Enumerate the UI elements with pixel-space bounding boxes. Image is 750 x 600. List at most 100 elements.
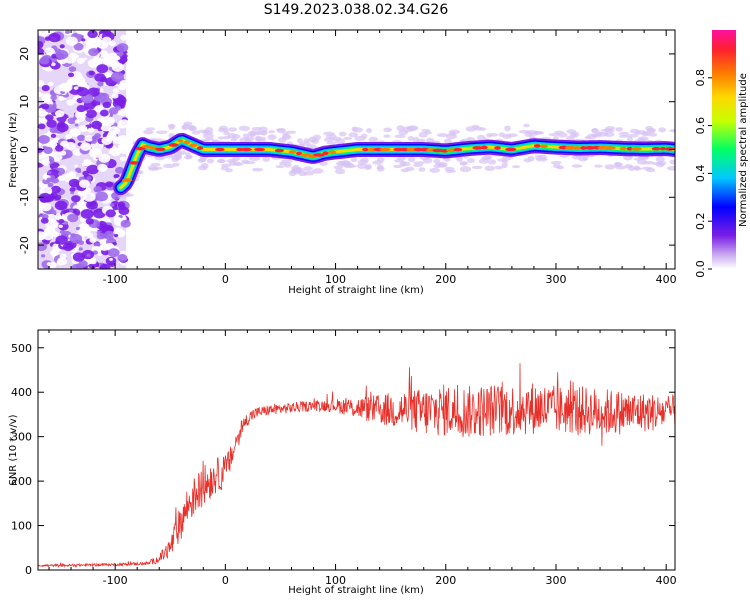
ridge-halo [655, 156, 666, 163]
ridge-halo [618, 134, 629, 138]
noise-blob [49, 126, 59, 134]
ridge-halo [155, 130, 168, 135]
noise-blob [67, 117, 76, 125]
noise-blob [40, 202, 52, 212]
y-tick-label: -20 [18, 236, 31, 254]
noise-blob [97, 106, 103, 111]
snr-series [38, 363, 675, 568]
colorbar-tick-label: 0.6 [694, 117, 707, 135]
noise-blob [85, 218, 94, 225]
ridge-halo [518, 129, 530, 134]
snr-y-axis-label: SNR (10 * v/v) [8, 414, 19, 485]
noise-blob [38, 231, 47, 241]
noise-blob [78, 226, 91, 237]
noise-blob [87, 30, 98, 39]
ridge-halo [538, 154, 547, 160]
ridge-peak [240, 147, 252, 152]
x-tick-label: 200 [435, 273, 456, 286]
ridge-halo [501, 162, 508, 169]
noise-blob [109, 60, 119, 68]
noise-blob [107, 248, 120, 258]
ridge-halo [275, 165, 285, 169]
ridge-peak [253, 147, 266, 152]
noise-blob [76, 115, 86, 122]
noise-blob [113, 173, 120, 179]
ridge-halo [303, 170, 315, 176]
snr-x-ticks: -100 0 100 200 300 400 [48, 330, 677, 587]
ridge-halo [343, 162, 355, 169]
ridge-halo [401, 161, 411, 167]
colorbar-tick-label: 0.4 [694, 165, 707, 183]
noise-blob [65, 36, 78, 46]
ridge-halo [436, 133, 449, 138]
noise-blob [77, 134, 86, 142]
noise-blob [58, 218, 65, 224]
ridge-halo [268, 130, 275, 134]
noise-blob [115, 166, 125, 174]
noise-blob [80, 142, 92, 151]
ridge-halo [666, 165, 675, 171]
ridge-halo [506, 133, 518, 138]
ridge-halo [350, 157, 358, 163]
noise-blob [74, 164, 79, 168]
ridge-peak [651, 146, 661, 151]
noise-blob [85, 109, 97, 119]
noise-blob [114, 55, 121, 61]
ridge-halo [280, 159, 293, 164]
noise-blob [100, 123, 112, 132]
noise-blob [68, 66, 77, 73]
ridge-halo [459, 166, 472, 173]
noise-blob [89, 147, 103, 158]
ridge-peak [572, 146, 581, 150]
ridge-halo [628, 165, 635, 172]
ridge-peak [533, 144, 541, 148]
ridge-halo [197, 165, 208, 171]
noise-blob [47, 171, 52, 175]
x-tick-label: 400 [656, 574, 677, 587]
ridge-halo [603, 131, 615, 137]
ridge-halo [227, 132, 237, 139]
ridge-halo [488, 159, 497, 165]
noise-blob [58, 224, 63, 229]
noise-blob [73, 86, 79, 90]
ridge-halo [565, 135, 575, 141]
ridge-halo [512, 165, 521, 169]
noise-blob [41, 85, 50, 92]
ridge-halo [368, 136, 379, 143]
noise-blob [112, 88, 120, 94]
ridge-halo [242, 133, 250, 138]
ridge-halo [645, 126, 654, 130]
ridge-peak [619, 146, 627, 151]
noise-blob [97, 163, 108, 172]
colorbar: 0.0 0.2 0.4 0.6 0.8 Normalized spectral ampl… [694, 30, 749, 278]
noise-blob [77, 200, 89, 210]
x-tick-label: 400 [656, 273, 677, 286]
noise-blob [54, 110, 65, 118]
y-tick-label: 300 [11, 431, 32, 444]
noise-blob [68, 171, 77, 178]
noise-blob [111, 93, 119, 99]
ridge-halo [343, 136, 353, 141]
spectrogram-x-axis-label: Height of straight line (km) [288, 285, 424, 296]
noise-blob [41, 159, 50, 166]
ridge-halo [438, 163, 448, 168]
noise-blob [86, 164, 99, 175]
y-tick-label: 500 [11, 342, 32, 355]
noise-blob [91, 120, 103, 130]
noise-blob [46, 177, 53, 183]
noise-blob [117, 254, 128, 262]
noise-blob [82, 170, 89, 176]
noise-blob [72, 252, 85, 262]
colorbar-tick-label: 0.2 [694, 212, 707, 230]
ridge-peak [288, 150, 297, 154]
ridge-peak [196, 146, 204, 150]
ridge-halo [197, 129, 209, 133]
ridge-halo [484, 165, 495, 172]
ridge-halo [255, 138, 266, 143]
ridge-peak [379, 147, 391, 152]
noise-blob [41, 103, 50, 110]
ridge-halo [459, 161, 469, 165]
ridge-halo [656, 160, 667, 166]
noise-blob [38, 242, 48, 252]
ridge-halo [383, 127, 392, 133]
